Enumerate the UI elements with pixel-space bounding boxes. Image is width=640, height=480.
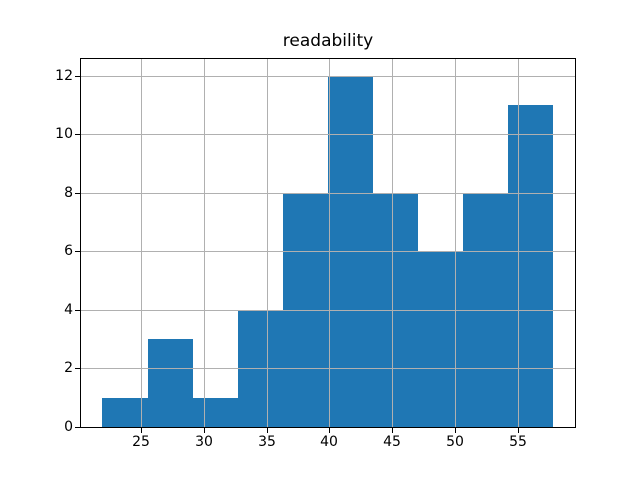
x-tick-mark (141, 428, 142, 433)
y-gridline (80, 310, 576, 311)
x-tick-mark (455, 428, 456, 433)
y-gridline (80, 193, 576, 194)
x-tick-label: 25 (132, 434, 150, 450)
y-tick-label: 4 (64, 302, 73, 318)
histogram-bar (193, 398, 238, 427)
x-tick-mark (329, 428, 330, 433)
x-gridline (455, 58, 456, 427)
x-tick-label: 40 (320, 434, 338, 450)
x-gridline (141, 58, 142, 427)
y-tick-label: 0 (64, 419, 73, 435)
y-gridline (80, 76, 576, 77)
y-tick-label: 12 (55, 68, 73, 84)
y-tick-mark (75, 193, 80, 194)
plot-area-border (80, 58, 576, 428)
x-tick-label: 50 (446, 434, 464, 450)
x-tick-mark (204, 428, 205, 433)
x-tick-mark (267, 428, 268, 433)
y-tick-mark (75, 368, 80, 369)
x-tick-label: 45 (383, 434, 401, 450)
y-tick-mark (75, 310, 80, 311)
x-gridline (392, 58, 393, 427)
y-tick-label: 2 (64, 360, 73, 376)
y-tick-label: 10 (55, 126, 73, 142)
y-gridline (80, 368, 576, 369)
x-tick-mark (392, 428, 393, 433)
x-tick-label: 55 (509, 434, 527, 450)
x-gridline (518, 58, 519, 427)
histogram-bar (148, 339, 193, 427)
x-tick-label: 30 (195, 434, 213, 450)
y-tick-mark (75, 76, 80, 77)
x-gridline (267, 58, 268, 427)
histogram-bar (508, 105, 553, 427)
chart-title: readability (282, 31, 374, 51)
y-tick-mark (75, 427, 80, 428)
x-gridline (329, 58, 330, 427)
y-gridline (80, 134, 576, 135)
x-gridline (204, 58, 205, 427)
x-tick-mark (518, 428, 519, 433)
histogram-bar (102, 398, 148, 427)
y-tick-mark (75, 251, 80, 252)
y-gridline (80, 251, 576, 252)
y-tick-label: 8 (64, 185, 73, 201)
x-tick-label: 35 (258, 434, 276, 450)
y-tick-label: 6 (64, 243, 73, 259)
y-tick-mark (75, 134, 80, 135)
